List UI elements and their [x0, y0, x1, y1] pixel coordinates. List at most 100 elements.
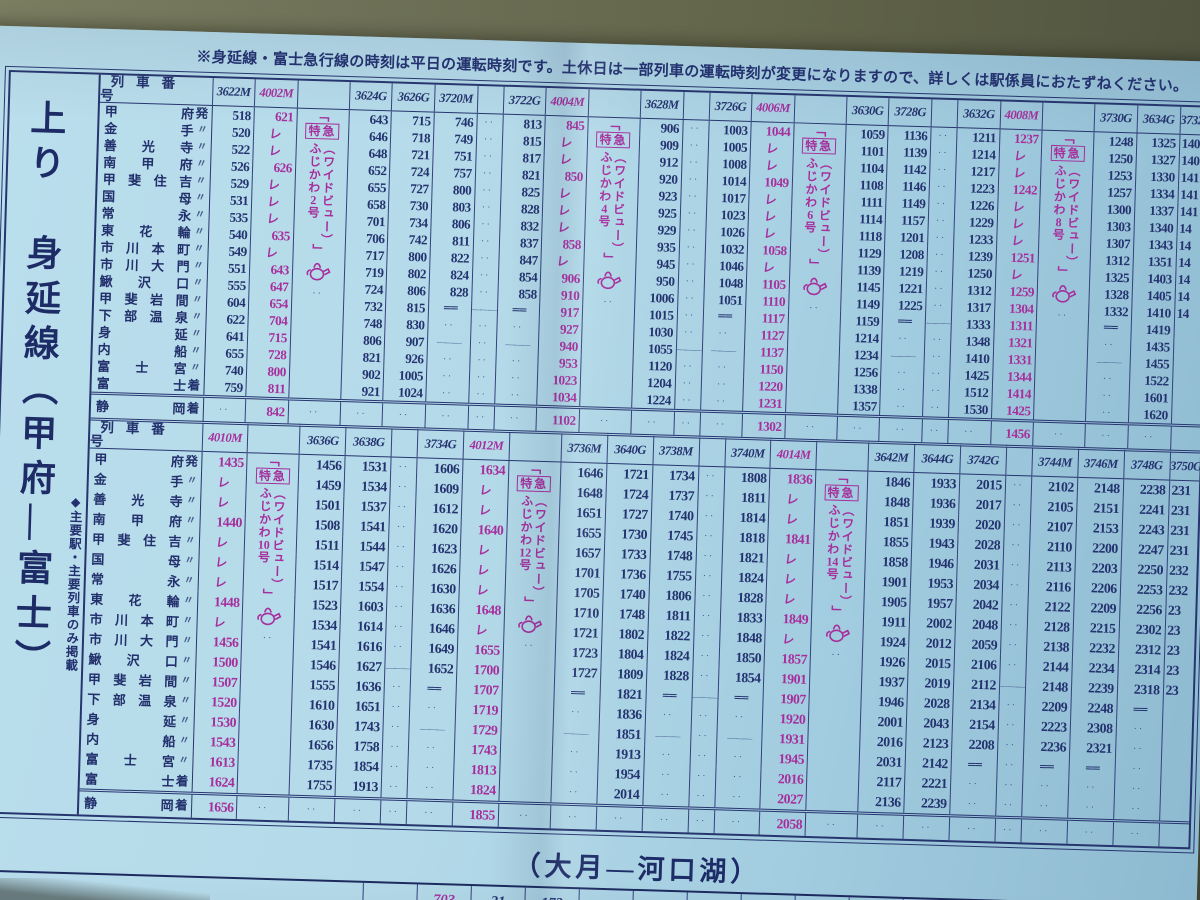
time-cell: 1936	[912, 492, 960, 515]
pass-mark: レ	[195, 611, 244, 634]
time-cell: 549	[207, 241, 251, 261]
time-cell: 806	[386, 281, 430, 300]
time-cell: 1034	[536, 387, 581, 408]
time-cell: 837	[498, 233, 542, 252]
time-cell: 2200	[1075, 537, 1122, 560]
train-number: 705	[685, 892, 741, 900]
time-cell: 803	[431, 197, 475, 216]
time-cell: 815	[385, 298, 429, 317]
time-cell: 1250	[952, 264, 996, 283]
no-service-mark: ··	[702, 324, 746, 343]
time-cell: 2048	[955, 614, 1002, 636]
station-suffix: 〃	[178, 735, 190, 747]
no-service-mark: ··	[381, 777, 408, 800]
no-service-mark: ··	[339, 400, 384, 427]
time-cell	[1171, 372, 1200, 391]
time-cell: 2112	[953, 674, 1000, 696]
time-cell: 2138	[1026, 636, 1073, 658]
time-cell: 1931	[761, 728, 809, 750]
time-cell: 2016	[859, 731, 907, 753]
time-cell: 1945	[761, 748, 808, 770]
time-cell: 1302	[741, 412, 786, 439]
no-service-mark: ··	[995, 795, 1023, 818]
time-cell: 621	[254, 106, 298, 126]
time-cell: 1233	[953, 230, 997, 249]
time-cell	[1172, 355, 1200, 374]
train-number: 3734G	[417, 428, 464, 460]
no-service-mark: ··	[1021, 796, 1069, 820]
no-service-mark: ··	[406, 799, 453, 826]
time-cell: 1257	[1092, 183, 1136, 202]
pass-mark: レ	[251, 175, 297, 194]
time-cell: 1822	[647, 625, 694, 647]
train-number: 3748G	[1123, 449, 1171, 481]
time-cell: 926	[384, 349, 428, 368]
station-name: 東花輪	[100, 222, 191, 241]
time-cell: 845	[545, 115, 589, 135]
time-cell: 1606	[416, 457, 464, 480]
no-service-mark: ··	[716, 707, 764, 729]
time-cell: 518	[211, 105, 255, 125]
no-service-mark: ··	[474, 164, 502, 183]
time-cell: 1344	[992, 367, 1036, 386]
no-service-mark: ··	[947, 418, 992, 445]
express-label: ﹁ 特急 （ワイドビュー） ふじかわ2号 ﹂ ··	[292, 108, 349, 300]
no-service-mark: ··	[288, 796, 336, 822]
pass-mark: レ	[456, 619, 506, 641]
time-cell: 520	[210, 123, 255, 142]
pass-mark: レ	[460, 479, 510, 501]
time-cell: 654	[248, 294, 292, 313]
table-row: 甲府発 1435 ﹁ 特急 （ワイドビュー） ふじかわ10号 ﹂ ·· 1456 1531 ·· 16…	[89, 448, 1200, 813]
photo-corner-shadow	[0, 878, 210, 900]
train-number: 3632G	[957, 100, 1001, 129]
time-cell: 1129	[841, 243, 885, 263]
time-cell: 1251	[995, 248, 1039, 267]
train-name-vertical: （ワイドビュー） ふじかわ8号	[1050, 164, 1081, 269]
pass-mark: レ	[747, 207, 793, 226]
time-cell: 1118	[842, 226, 886, 246]
time-cell: 929	[636, 220, 680, 239]
no-service-mark: ··	[426, 367, 470, 386]
no-service-mark: ··	[925, 297, 953, 316]
time-cell: 821	[341, 347, 385, 367]
time-cell: 2203	[1074, 557, 1122, 580]
time-cell: 751	[432, 146, 476, 165]
minobu-up-table-2: 列車番号 4010M 3636G 3638G 3734G 4012M 3736M 364…	[78, 417, 1200, 848]
time-cell: 2019	[907, 672, 954, 695]
no-service-mark: ··	[385, 617, 413, 639]
terminal-mark: ＝＝	[1116, 699, 1163, 721]
pass-mark: レ	[748, 156, 794, 175]
time-cell: 2122	[1027, 596, 1074, 618]
time-cell: 604	[205, 292, 249, 312]
pass-mark: レ	[543, 149, 589, 169]
station-suffix: 〃	[196, 141, 208, 154]
station-suffix: 〃	[195, 192, 206, 205]
no-service-mark: ··	[427, 316, 471, 335]
train-number: 3720M	[434, 84, 478, 114]
time-cell: 1911	[863, 611, 910, 633]
no-service-mark: ··	[697, 466, 725, 488]
blank-header	[931, 99, 958, 128]
time-cell: 1312	[1090, 251, 1134, 270]
time-cell: 1507	[194, 671, 241, 694]
train-number: 3750G	[1169, 451, 1200, 481]
time-cell: 1740	[602, 583, 650, 606]
time-cell: 1933	[913, 472, 960, 495]
time-cell: 1448	[196, 591, 244, 614]
train-number: 3634G	[1136, 105, 1181, 135]
time-cell: 1811	[723, 487, 770, 509]
no-service-mark: ··	[476, 113, 503, 132]
time-cell: 2027	[760, 788, 807, 812]
time-cell: 1534	[294, 614, 341, 637]
time-cell: 1145	[840, 277, 884, 297]
station-suffix: 〃	[178, 755, 190, 767]
dash-mark: ―――	[1087, 353, 1131, 372]
time-cell: 2014	[596, 783, 644, 807]
time-cell: 950	[635, 271, 679, 290]
time-cell: 1328	[1089, 285, 1133, 304]
train-number: 3726G	[708, 92, 753, 122]
time-cell: 1814	[722, 507, 770, 529]
time-cell: 1601	[1128, 388, 1172, 407]
time-cell: 927	[538, 319, 583, 339]
time-cell: 2148	[1076, 477, 1124, 500]
